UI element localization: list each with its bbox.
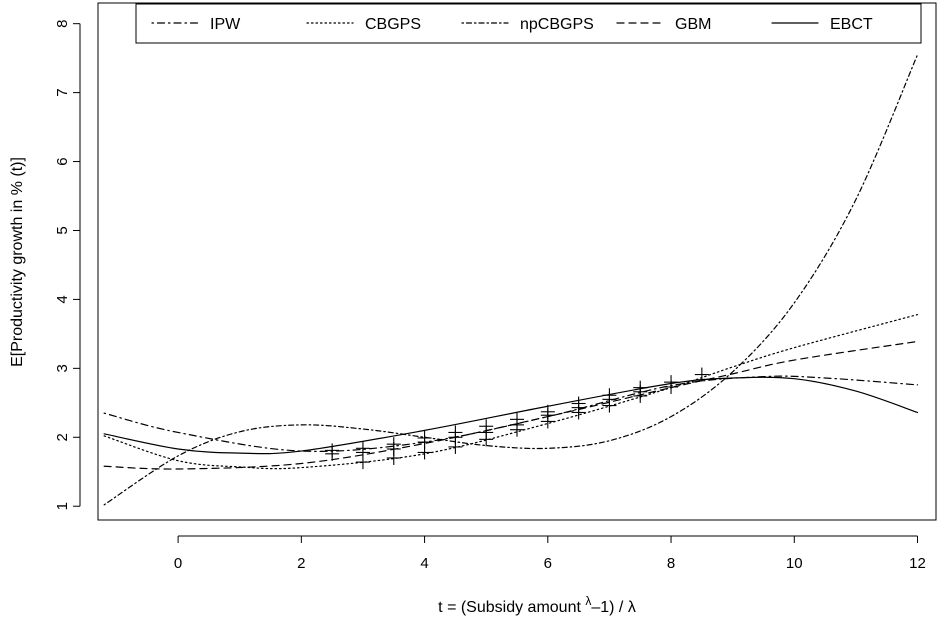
legend-item-ebct: EBCT	[771, 16, 873, 33]
y-axis-title: E[Productivity growth in % (t)]	[9, 157, 26, 367]
series-line-gbm	[103, 340, 919, 470]
y-tick-label: 8	[54, 20, 71, 28]
plus-marker	[325, 443, 340, 458]
y-tick-label: 4	[54, 295, 71, 303]
plus-marker	[540, 404, 555, 419]
plus-marker	[602, 388, 617, 403]
legend-label: EBCT	[830, 16, 873, 33]
legend-item-ipw: IPW	[151, 16, 241, 33]
x-tick-label: 12	[909, 555, 926, 572]
legend-item-npcbgps: npCBGPS	[461, 16, 594, 33]
plus-marker	[448, 425, 463, 440]
plus-marker	[355, 441, 370, 456]
legend-item-cbgps: CBGPS	[306, 16, 421, 33]
x-tick-label: 10	[786, 555, 803, 572]
x-axis-title-middle: –1) /	[591, 599, 627, 616]
x-tick-label: 6	[544, 555, 552, 572]
plus-marker	[664, 375, 679, 390]
x-tick-label: 4	[420, 555, 428, 572]
x-axis-title-superscript: λ	[585, 594, 591, 608]
x-axis-title: t = (Subsidy amount λ–1) / λ	[438, 594, 636, 616]
legend-label: IPW	[210, 16, 241, 33]
x-tick-label: 2	[297, 555, 305, 572]
plus-marker	[571, 396, 586, 411]
y-tick-label: 6	[54, 157, 71, 165]
legend-label: CBGPS	[365, 16, 421, 33]
x-tick-label: 8	[667, 555, 675, 572]
plot-frame	[97, 2, 937, 521]
plus-marker	[633, 380, 648, 395]
legend-label: GBM	[675, 16, 711, 33]
plus-marker	[386, 437, 401, 452]
x-tick-label: 0	[174, 555, 182, 572]
plus-marker	[694, 367, 709, 382]
y-tick-label: 2	[54, 433, 71, 441]
x-axis-title-suffix: λ	[628, 599, 636, 616]
y-tick-label: 5	[54, 226, 71, 234]
plus-marker	[417, 430, 432, 445]
series-line-ebct	[103, 376, 919, 455]
plus-marker	[510, 412, 524, 427]
x-axis-title-prefix: t = (Subsidy amount	[438, 599, 585, 616]
y-tick-label: 3	[54, 364, 71, 372]
series-line-cbgps	[103, 313, 919, 470]
legend-label: npCBGPS	[520, 16, 594, 33]
y-tick-label: 1	[54, 502, 71, 510]
plus-marker	[479, 419, 494, 434]
series-line-npcbgps	[103, 54, 919, 506]
legend-item-gbm: GBM	[616, 16, 711, 33]
y-tick-label: 7	[54, 88, 71, 96]
